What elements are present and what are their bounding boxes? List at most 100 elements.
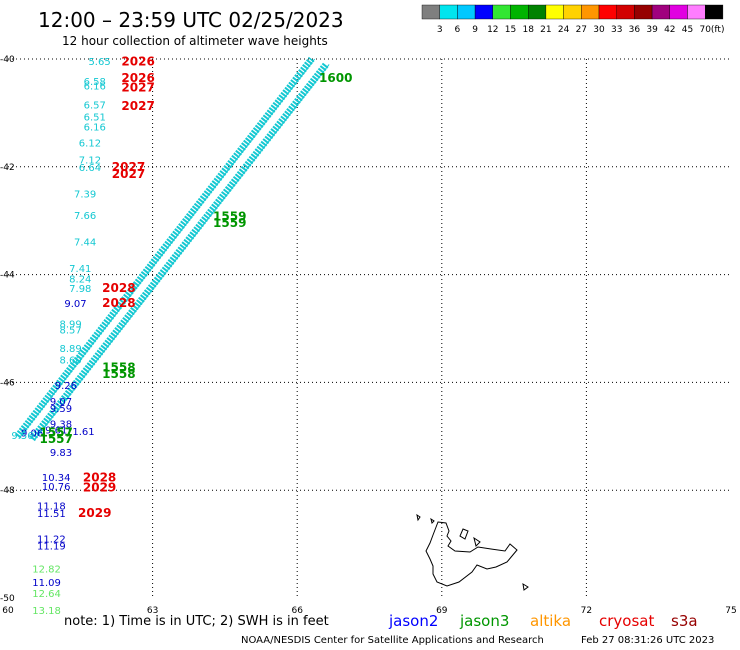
time-label: 2028: [102, 281, 135, 295]
swh-label: 10.76: [42, 482, 71, 493]
swh-label: 8.89: [60, 344, 82, 355]
scale-tick-label: 45: [682, 25, 693, 35]
satellite-legend: jason2 jason3 altika cryosat s3a: [388, 612, 698, 630]
legend-cryosat: cryosat: [599, 612, 654, 630]
swh-label: 8.99: [60, 319, 82, 330]
island-coastline: [416, 513, 529, 591]
swh-label: 11.61: [66, 427, 95, 438]
time-label: 1559: [213, 210, 246, 224]
satellite-track-edge: [34, 64, 330, 440]
time-label: 2028: [102, 296, 135, 310]
scale-swatch: [687, 4, 706, 20]
time-label: 2026: [121, 71, 154, 85]
scale-swatch: [510, 4, 529, 20]
time-label: 1557: [39, 432, 72, 446]
swh-label: 9.59: [50, 404, 72, 415]
swh-label: 9.06: [21, 428, 43, 439]
time-label: 1559: [213, 216, 246, 230]
scale-swatch: [474, 4, 494, 20]
legend-s3a: s3a: [671, 612, 698, 630]
scale-tick-label: 9: [472, 25, 478, 35]
chart-title: 12:00 – 23:59 UTC 02/25/2023: [38, 8, 344, 32]
time-label: 1557: [39, 425, 72, 439]
footer-note: note: 1) Time is in UTC; 2) SWH is in fe…: [64, 614, 329, 629]
scale-tick-label: 3: [437, 25, 443, 35]
swh-label: 11.18: [37, 502, 66, 513]
scale-swatch: [545, 4, 564, 20]
scale-swatch: [634, 4, 653, 20]
swh-label: 8.60: [60, 356, 82, 367]
swh-label: 9.07: [50, 397, 72, 408]
legend-jason2: jason2: [388, 612, 438, 630]
swh-label: 11.51: [37, 509, 66, 520]
time-label: 2027: [121, 80, 154, 94]
scale-swatch: [651, 4, 670, 20]
x-tick-label: 63: [147, 606, 158, 616]
swh-label: 9.83: [50, 448, 72, 459]
scale-tick-label: 42: [664, 25, 675, 35]
satellite-tracks: [14, 56, 330, 442]
time-label: 2026: [121, 54, 154, 68]
time-label: 2027: [121, 99, 154, 113]
y-tick-label: -42: [0, 163, 15, 173]
x-tick-label: 72: [581, 606, 592, 616]
time-label: 2029: [78, 506, 111, 520]
x-tick-label: 69: [436, 606, 448, 616]
swh-label: 11.09: [32, 578, 61, 589]
scale-tick-label: 36: [629, 25, 641, 35]
swh-label: 12.64: [32, 589, 61, 600]
wave-height-color-scale: 3 6 9 12 15 18 21 24 27 30 33 36 39 42 45 70 (ft): [421, 4, 725, 35]
scale-swatch: [616, 4, 635, 20]
scale-tick-label: 39: [646, 25, 658, 35]
time-label: 2028: [83, 471, 116, 485]
scale-tick-label: 24: [558, 25, 570, 35]
swh-label: 7.98: [69, 284, 91, 295]
swh-label: 6.16: [84, 123, 106, 134]
time-label: 2027: [112, 167, 145, 181]
scale-tick-label: 15: [505, 25, 516, 35]
swh-label: 12.82: [32, 565, 61, 576]
legend-altika: altika: [530, 612, 571, 630]
swh-label: 7.41: [69, 264, 91, 275]
scale-swatch: [457, 4, 476, 20]
swh-label: 6.58: [84, 77, 106, 88]
scale-tick-label: 6: [455, 25, 461, 35]
scale-swatch: [563, 4, 582, 20]
swh-label: 9.26: [55, 381, 77, 392]
scale-swatch: [421, 4, 440, 20]
footer-timestamp: Feb 27 08:31:26 UTC 2023: [581, 635, 714, 646]
satellite-track-edge: [20, 58, 316, 437]
swh-label: 6.64: [79, 163, 101, 174]
swh-label: 10.34: [42, 473, 71, 484]
scale-tick-label: 70: [699, 25, 711, 35]
legend-jason3: jason3: [459, 612, 509, 630]
scale-tick-label: 21: [540, 25, 551, 35]
scale-swatch: [705, 4, 724, 20]
scale-swatch: [669, 4, 688, 20]
scale-swatch: [528, 4, 547, 20]
footer-credit: NOAA/NESDIS Center for Satellite Applica…: [241, 635, 544, 646]
y-tick-label: -44: [0, 271, 15, 281]
swh-label: 7.39: [74, 190, 96, 201]
swh-label: 9.61: [45, 426, 67, 437]
x-tick-label: 66: [291, 606, 303, 616]
scale-unit-label: (ft): [711, 25, 725, 35]
time-label: 1558: [102, 367, 135, 381]
chart-subtitle: 12 hour collection of altimeter wave hei…: [62, 34, 328, 48]
time-label: 1558: [102, 361, 135, 375]
scale-tick-label: 33: [611, 25, 622, 35]
y-tick-label: -46: [0, 378, 15, 388]
swh-label: 11.19: [37, 541, 66, 552]
x-tick-label: 75: [725, 606, 736, 616]
swh-label: 6.12: [79, 138, 101, 149]
swh-label: 6.57: [84, 101, 106, 112]
y-tick-label: -48: [0, 486, 15, 496]
scale-tick-label: 18: [522, 25, 534, 35]
swh-label: 9.56: [11, 431, 33, 442]
swh-label: 7.44: [74, 237, 96, 248]
swh-label: 11.22: [37, 534, 66, 545]
swh-label: 6.16: [84, 82, 106, 93]
scale-swatch: [492, 4, 511, 20]
axis-tick-labels: 60 63 66 69 72 75 -40 -42 -44 -46 -48 -50: [0, 55, 737, 616]
